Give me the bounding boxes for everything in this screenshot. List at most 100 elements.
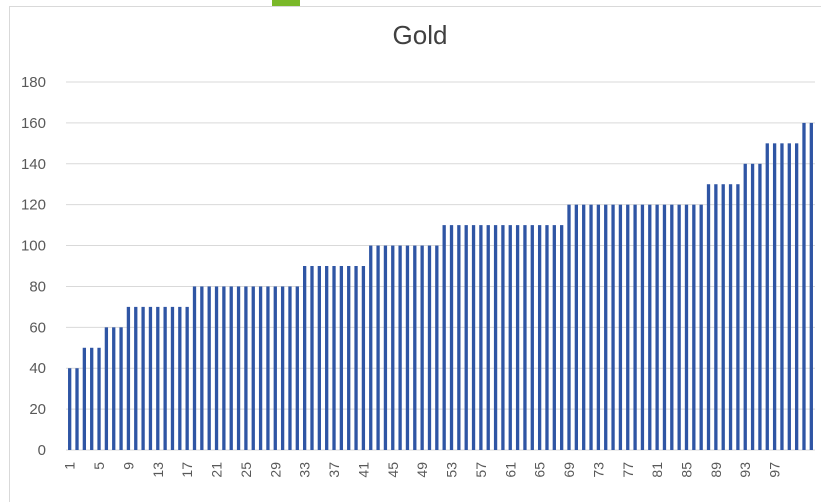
bar [126,306,131,450]
bar [648,204,652,450]
bar [692,204,696,450]
x-tick-label: 9 [120,462,136,470]
bar [156,306,160,450]
bar [765,143,769,451]
y-tick-label: 40 [29,360,46,377]
bar [574,204,579,450]
bar [501,225,505,450]
x-tick-label: 81 [649,462,665,478]
x-tick-label: 97 [767,462,783,478]
x-tick-label: 45 [385,462,401,478]
bar [802,122,806,450]
y-tick-label: 0 [38,442,46,459]
bar [486,225,490,450]
bar [354,266,358,450]
y-tick-label: 180 [21,74,46,91]
y-axis-ticks: 0 20 40 60 80 100 120 140 160 180 [21,74,46,459]
bar [618,204,623,450]
bar [383,245,388,450]
x-tick-label: 29 [267,462,283,478]
bar [699,204,703,450]
bar [464,225,468,450]
bar [119,327,123,450]
bar [244,286,248,450]
bar [611,204,615,450]
x-tick-label: 65 [532,462,548,478]
bar [170,306,175,450]
bar [662,204,667,450]
y-tick-label: 80 [29,278,46,295]
bar [493,225,498,450]
bar [794,143,799,451]
bar [420,245,424,450]
bars [68,122,813,451]
bar [684,204,689,450]
bar [714,184,718,450]
bar [567,204,571,450]
x-tick-label: 41 [355,462,371,478]
bar [141,306,145,450]
x-tick-label: 21 [209,462,225,478]
bar [677,204,681,450]
bar [214,286,219,450]
bar [471,225,476,450]
bar [545,225,549,450]
bar [369,245,373,450]
bar [280,286,285,450]
bar [148,306,153,450]
bar [809,122,813,450]
x-tick-label: 53 [444,462,460,478]
bar [427,245,432,450]
x-tick-label: 93 [737,462,753,478]
bar [273,286,277,450]
chart-title: Gold [393,20,448,50]
bar [758,163,762,450]
bar [178,306,182,450]
bar [266,286,270,450]
bar [604,204,608,450]
x-tick-label: 89 [708,462,724,478]
bar [413,245,417,450]
bar [787,143,791,451]
bar [560,225,564,450]
x-tick-label: 37 [326,462,342,478]
y-tick-label: 120 [21,197,46,214]
bar [68,368,72,450]
x-tick-label: 49 [414,462,430,478]
bar [780,143,784,451]
bar [207,286,211,450]
bar [82,347,87,450]
bar [222,286,226,450]
header-accent-tab [272,0,300,10]
bar [508,225,512,450]
bar [706,184,711,450]
bar [302,266,307,450]
x-tick-label: 13 [150,462,166,478]
bar [442,225,446,450]
x-tick-label: 25 [238,462,254,478]
bar [633,204,637,450]
bar [97,347,101,450]
bar [295,286,299,450]
bar [640,204,645,450]
bar [743,163,747,450]
bar [347,266,351,450]
bar [236,286,241,450]
bar [626,204,630,450]
x-axis-ticks: 1 5 9 13 17 21 25 29 33 37 41 45 49 53 57 61 65 69 73 77 81 8… [62,462,783,478]
bar [736,184,740,450]
y-tick-label: 100 [21,238,46,255]
bar [185,306,189,450]
x-tick-label: 17 [179,462,195,478]
y-tick-label: 140 [21,156,46,173]
x-tick-label: 5 [91,462,107,470]
bar [772,143,777,451]
bar [325,266,329,450]
bar [75,368,79,450]
bar [361,266,366,450]
bar [200,286,204,450]
bar [112,327,116,450]
bar [376,245,380,450]
bar [339,266,344,450]
bar [251,286,255,450]
